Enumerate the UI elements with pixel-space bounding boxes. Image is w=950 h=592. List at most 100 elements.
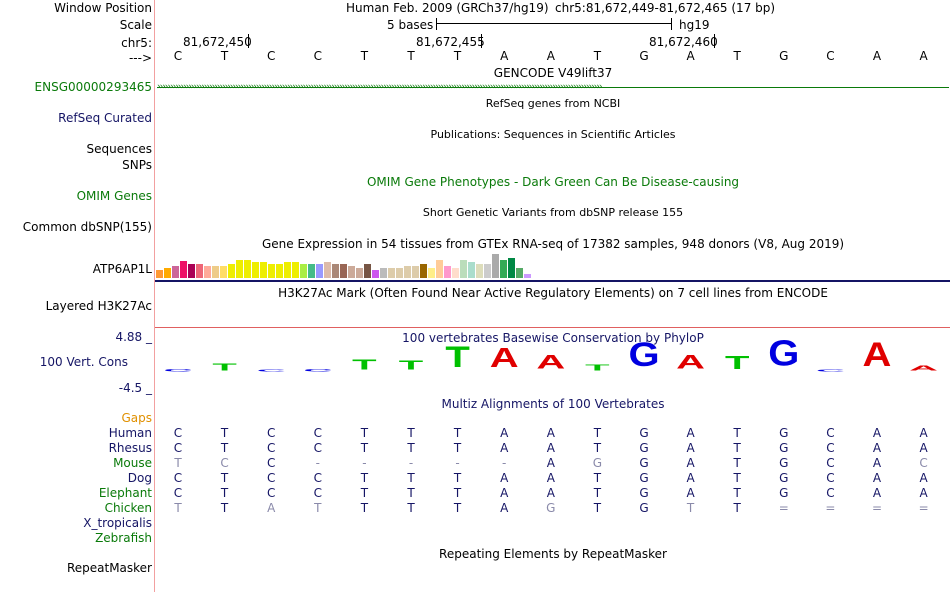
gtex-tissue-bar[interactable]: [476, 264, 483, 278]
gtex-bar-chart[interactable]: [156, 252, 556, 278]
repeatmasker-track-label[interactable]: RepeatMasker: [66, 561, 152, 575]
gtex-tissue-bar[interactable]: [348, 266, 355, 278]
gtex-tissue-bar[interactable]: [500, 260, 507, 278]
gtex-tissue-bar[interactable]: [276, 264, 283, 278]
gtex-tissue-bar[interactable]: [292, 262, 299, 278]
alignment-base: A: [500, 426, 509, 440]
gtex-tissue-bar[interactable]: [396, 268, 403, 278]
gtex-tissue-bar[interactable]: [196, 264, 203, 278]
alignment-base: A: [686, 471, 695, 485]
alignment-base: C: [313, 441, 322, 455]
gtex-tissue-bar[interactable]: [212, 266, 219, 278]
dna-base: A: [546, 49, 555, 63]
gtex-tissue-bar[interactable]: [316, 264, 323, 278]
gtex-tissue-bar[interactable]: [356, 268, 363, 278]
gtex-tissue-bar[interactable]: [164, 268, 171, 278]
species-label[interactable]: Zebrafish: [95, 531, 152, 545]
alignment-base: G: [639, 426, 649, 440]
conservation-track-title: 100 vertebrates Basewise Conservation by…: [402, 331, 704, 345]
chrom-label: chr5:: [121, 36, 152, 50]
gtex-tissue-bar[interactable]: [468, 262, 475, 278]
gtex-tissue-bar[interactable]: [252, 262, 259, 278]
gencode-track-label[interactable]: ENSG00000293465: [34, 80, 152, 94]
dna-base: C: [266, 49, 276, 63]
h3k27ac-track-label[interactable]: Layered H3K27Ac: [45, 299, 152, 313]
alignment-base: T: [407, 471, 415, 485]
gtex-tissue-bar[interactable]: [340, 264, 347, 278]
gtex-tissue-bar[interactable]: [388, 268, 395, 278]
dbsnp-track-label[interactable]: Common dbSNP(155): [22, 220, 152, 234]
gtex-tissue-bar[interactable]: [452, 268, 459, 278]
gtex-tissue-bar[interactable]: [436, 260, 443, 278]
gtex-tissue-bar[interactable]: [524, 274, 531, 278]
publications-sequences-label[interactable]: Sequences: [86, 142, 152, 156]
gtex-tissue-bar[interactable]: [308, 264, 315, 278]
alignment-base: G: [779, 441, 789, 455]
alignment-base: A: [919, 441, 928, 455]
gtex-tissue-bar[interactable]: [324, 262, 331, 278]
gtex-tissue-bar[interactable]: [180, 261, 187, 278]
gtex-tissue-bar[interactable]: [156, 270, 163, 278]
conservation-base-letter: C: [256, 369, 286, 372]
alignment-base: T: [174, 501, 182, 515]
gtex-tissue-bar[interactable]: [188, 264, 195, 278]
gtex-tissue-bar[interactable]: [372, 270, 379, 278]
h3k27ac-signal-line: [155, 327, 950, 328]
gtex-tissue-bar[interactable]: [404, 266, 411, 278]
species-label[interactable]: Dog: [127, 471, 152, 485]
gencode-gene-feature[interactable]: ››››››››››››››››››››››››››››››››››››››››…: [157, 82, 949, 94]
species-label[interactable]: Rhesus: [108, 441, 152, 455]
gtex-tissue-bar[interactable]: [508, 258, 515, 278]
gtex-tissue-bar[interactable]: [516, 268, 523, 278]
gtex-tissue-bar[interactable]: [380, 268, 387, 278]
gtex-tissue-bar[interactable]: [220, 266, 227, 278]
alignment-base: T: [220, 441, 229, 455]
gtex-tissue-bar[interactable]: [332, 264, 339, 278]
alignment-base: T: [407, 501, 415, 515]
gtex-tissue-bar[interactable]: [420, 264, 427, 278]
alignment-base: T: [360, 426, 369, 440]
alignment-base: T: [407, 486, 415, 500]
scale-bar-text: 5 bases: [387, 18, 434, 32]
gtex-track-label[interactable]: ATP6AP1L: [92, 262, 152, 276]
gtex-tissue-bar[interactable]: [364, 264, 371, 278]
conservation-base-letter: T: [352, 356, 377, 372]
gtex-tissue-bar[interactable]: [444, 266, 451, 278]
ruler-tick-label: 81,672,450: [183, 35, 252, 49]
alignment-base: -: [362, 456, 367, 470]
alignment-base: C: [313, 426, 322, 440]
species-label[interactable]: Chicken: [104, 501, 152, 515]
conservation-track-label[interactable]: 100 Vert. Cons: [39, 355, 128, 369]
conservation-base-letter: A: [536, 351, 566, 372]
species-label[interactable]: X_tropicalis: [83, 516, 152, 530]
gtex-tissue-bar[interactable]: [492, 254, 499, 278]
gtex-tissue-bar[interactable]: [228, 264, 235, 278]
species-label[interactable]: Human: [108, 426, 152, 440]
alignment-base: G: [779, 426, 789, 440]
gtex-tissue-bar[interactable]: [284, 262, 291, 278]
gtex-tissue-bar[interactable]: [460, 260, 467, 278]
omim-track-label[interactable]: OMIM Genes: [76, 189, 152, 203]
alignment-base: T: [593, 501, 602, 515]
refseq-track-label[interactable]: RefSeq Curated: [58, 111, 152, 125]
gtex-tissue-bar[interactable]: [484, 264, 491, 278]
conservation-base-letter: A: [489, 342, 519, 372]
gtex-tissue-bar[interactable]: [268, 264, 275, 278]
window-position-label: Window Position: [54, 1, 152, 15]
gtex-tissue-bar[interactable]: [300, 264, 307, 278]
gtex-tissue-bar[interactable]: [260, 262, 267, 278]
gtex-tissue-bar[interactable]: [428, 268, 435, 278]
alignment-base: T: [733, 456, 741, 470]
gtex-tissue-bar[interactable]: [244, 260, 251, 278]
gtex-tissue-bar[interactable]: [172, 266, 179, 278]
alignment-base: A: [546, 456, 555, 470]
gtex-tissue-bar[interactable]: [204, 266, 211, 278]
species-label[interactable]: Mouse: [113, 456, 152, 470]
gtex-tissue-bar[interactable]: [412, 266, 419, 278]
publications-snps-label[interactable]: SNPs: [122, 158, 152, 172]
species-label[interactable]: Elephant: [98, 486, 152, 500]
gtex-tissue-bar[interactable]: [236, 260, 243, 278]
alignment-base: A: [872, 441, 882, 455]
conservation-base-letter: T: [724, 353, 750, 372]
